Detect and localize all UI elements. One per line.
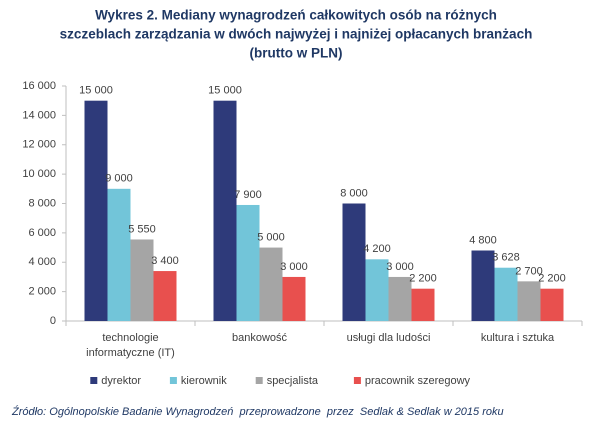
value-label: 8 000: [340, 187, 368, 199]
bar: [130, 239, 154, 321]
value-label: 7 900: [234, 189, 262, 201]
value-label: 5 000: [257, 231, 285, 243]
y-tick-label: 4 000: [28, 256, 56, 268]
bar: [342, 203, 366, 321]
chart-title: (brutto w PLN): [250, 46, 343, 61]
bar: [213, 100, 237, 321]
bar: [84, 100, 108, 321]
bar: [259, 247, 283, 321]
y-tick-label: 2 000: [28, 286, 56, 298]
value-label: 3 400: [151, 255, 179, 267]
bar: [153, 271, 177, 321]
legend-swatch: [353, 377, 361, 384]
legend-swatch: [255, 377, 263, 384]
legend-swatch: [169, 377, 177, 384]
legend-label: dyrektor: [101, 375, 141, 387]
value-label: 4 800: [469, 234, 497, 246]
y-tick-label: 6 000: [28, 227, 56, 239]
bar: [540, 288, 564, 321]
y-tick-label: 10 000: [22, 168, 56, 180]
bar: [365, 259, 389, 321]
value-label: 4 200: [363, 243, 391, 255]
value-label: 2 200: [409, 273, 437, 285]
bar: [471, 250, 495, 321]
bar: [388, 276, 412, 321]
value-label: 3 628: [492, 252, 520, 264]
value-label: 15 000: [79, 85, 113, 97]
bar: [282, 276, 306, 321]
value-label: 3 000: [386, 261, 414, 273]
y-tick-label: 12 000: [22, 139, 56, 151]
value-label: 2 200: [538, 273, 566, 285]
chart-title: Wykres 2. Mediany wynagrodzeń całkowityc…: [95, 8, 497, 23]
x-tick-label: usługi dla ludości: [347, 332, 431, 344]
x-tick-label: bankowość: [232, 332, 288, 344]
bar: [411, 288, 435, 321]
bar: [236, 204, 260, 321]
legend-swatch: [90, 377, 98, 384]
value-label: 9 000: [105, 173, 133, 185]
y-tick-label: 14 000: [22, 109, 56, 121]
value-label: 5 550: [128, 223, 156, 235]
x-tick-label: technologie: [102, 332, 158, 344]
x-tick-label: kultura i sztuka: [481, 332, 555, 344]
y-tick-label: 0: [50, 315, 56, 327]
x-tick-label: informatyczne (IT): [86, 347, 175, 359]
bar: [494, 267, 518, 321]
value-label: 15 000: [208, 85, 242, 97]
y-tick-label: 16 000: [22, 80, 56, 92]
chart-title: szczeblach zarządzania w dwóch najwyżej …: [60, 27, 533, 42]
source-note: Źródło: Ogólnopolskie Badanie Wynagrodze…: [11, 405, 504, 418]
bar: [517, 281, 541, 321]
legend-label: specjalista: [267, 375, 319, 387]
legend-label: kierownik: [181, 375, 227, 387]
bar: [107, 188, 131, 321]
y-tick-label: 8 000: [28, 197, 56, 209]
legend-label: pracownik szeregowy: [365, 375, 471, 387]
value-label: 2 700: [515, 265, 543, 277]
value-label: 3 000: [280, 261, 308, 273]
